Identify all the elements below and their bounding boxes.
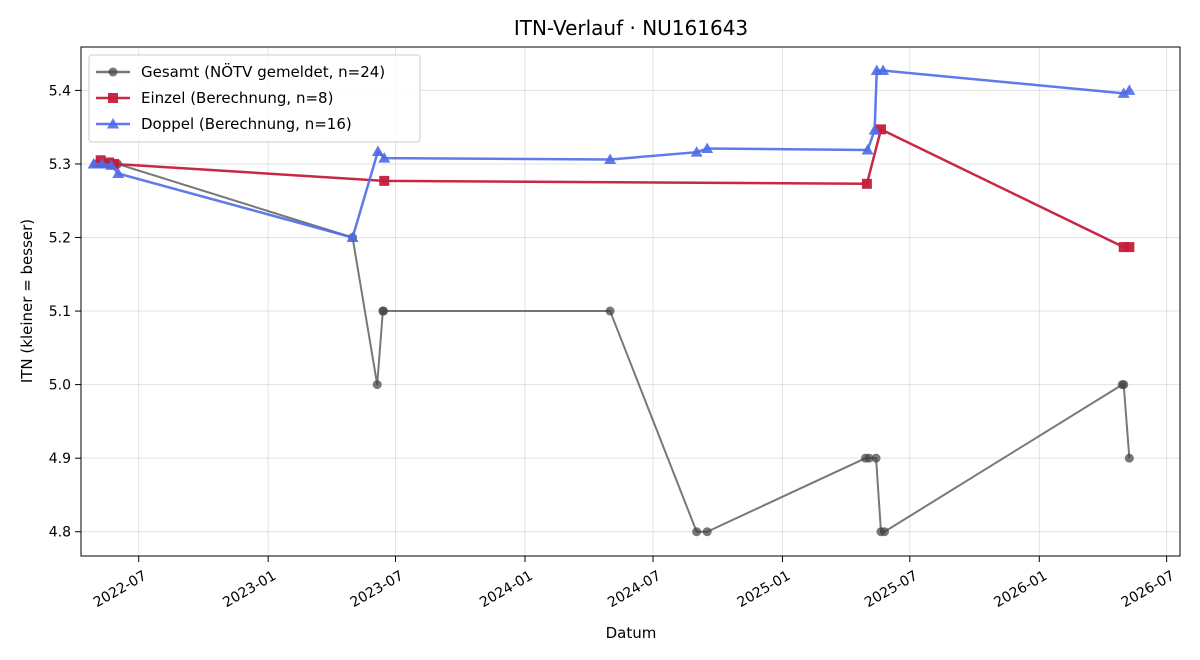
data-point xyxy=(1124,453,1134,463)
data-point xyxy=(112,167,125,179)
series-line-square xyxy=(95,124,1135,253)
legend: Gesamt (NÖTV gemeldet, n=24) Einzel (Bere… xyxy=(88,54,421,143)
data-point xyxy=(1123,84,1136,95)
y-axis-label: ITN (kleiner = besser) xyxy=(18,219,36,383)
data-point xyxy=(346,231,359,243)
data-point xyxy=(372,380,382,390)
data-point xyxy=(109,158,120,169)
data-point xyxy=(1118,242,1129,253)
legend-box xyxy=(88,54,421,143)
data-point xyxy=(690,146,703,157)
data-point xyxy=(861,178,872,189)
data-point xyxy=(605,306,615,316)
data-point xyxy=(105,159,118,170)
data-point xyxy=(1117,87,1130,98)
data-point xyxy=(702,527,712,537)
legend-label: Gesamt (NÖTV gemeldet, n=24) xyxy=(141,62,385,81)
x-tick-label: 2026-07 xyxy=(1119,568,1178,611)
data-point xyxy=(861,143,874,155)
data-point xyxy=(604,153,617,165)
y-tick-label: 5.4 xyxy=(49,83,71,99)
x-tick-label: 2024-01 xyxy=(477,568,536,611)
series-line-triangle xyxy=(87,64,1136,243)
x-tick-label: 2026-01 xyxy=(991,568,1050,611)
legend-entry: Gesamt (NÖTV gemeldet, n=24) xyxy=(96,62,385,81)
y-tick-label: 5.3 xyxy=(49,157,71,173)
chart-title: ITN-Verlauf · NU161643 xyxy=(514,16,748,40)
x-tick-label: 2024-07 xyxy=(605,568,664,611)
x-tick-label: 2025-07 xyxy=(862,568,921,611)
series-layer xyxy=(87,64,1136,537)
data-point xyxy=(95,155,106,166)
series-line-circle xyxy=(91,159,1134,537)
data-point xyxy=(879,527,889,537)
data-point xyxy=(868,124,881,135)
data-point xyxy=(692,527,702,537)
data-point xyxy=(877,64,890,76)
data-point xyxy=(107,118,119,129)
x-tick-label: 2022-07 xyxy=(91,568,150,611)
legend-label: Einzel (Berechnung, n=8) xyxy=(141,89,333,107)
data-point xyxy=(864,453,874,463)
data-point xyxy=(378,152,391,163)
plot-frame xyxy=(80,46,1181,557)
y-tick-label: 4.9 xyxy=(49,451,71,467)
data-point xyxy=(871,453,881,463)
legend-label: Doppel (Berechnung, n=16) xyxy=(141,115,352,133)
legend-entry: Doppel (Berechnung, n=16) xyxy=(96,115,352,133)
x-tick-label: 2023-07 xyxy=(348,568,407,611)
data-point xyxy=(1124,242,1135,253)
data-point xyxy=(87,157,100,169)
data-point xyxy=(379,175,390,186)
data-point xyxy=(701,142,714,154)
grid xyxy=(81,47,1180,556)
series-line xyxy=(100,128,1130,249)
x-tick-label: 2025-01 xyxy=(735,568,794,611)
y-tick-label: 5.1 xyxy=(49,304,71,320)
y-tick-label: 4.8 xyxy=(49,525,71,541)
x-tick-label: 2023-01 xyxy=(220,568,279,611)
series-line xyxy=(95,162,1131,533)
x-axis-label: Datum xyxy=(606,624,657,642)
y-tick-label: 5.2 xyxy=(49,231,71,247)
y-axis: 4.8 4.9 5.0 5.1 5.2 5.3 5.4 xyxy=(49,83,81,541)
legend-entry: Einzel (Berechnung, n=8) xyxy=(96,89,333,107)
data-point xyxy=(379,306,389,316)
data-point xyxy=(108,93,118,103)
data-point xyxy=(371,145,384,156)
data-point xyxy=(875,124,886,135)
x-axis: 2022-07 2023-01 2023-07 2024-01 2024-07 2025-… xyxy=(91,556,1178,611)
data-point xyxy=(96,157,109,169)
y-tick-label: 5.0 xyxy=(49,378,71,394)
data-point xyxy=(1119,380,1129,390)
data-point xyxy=(108,67,118,77)
